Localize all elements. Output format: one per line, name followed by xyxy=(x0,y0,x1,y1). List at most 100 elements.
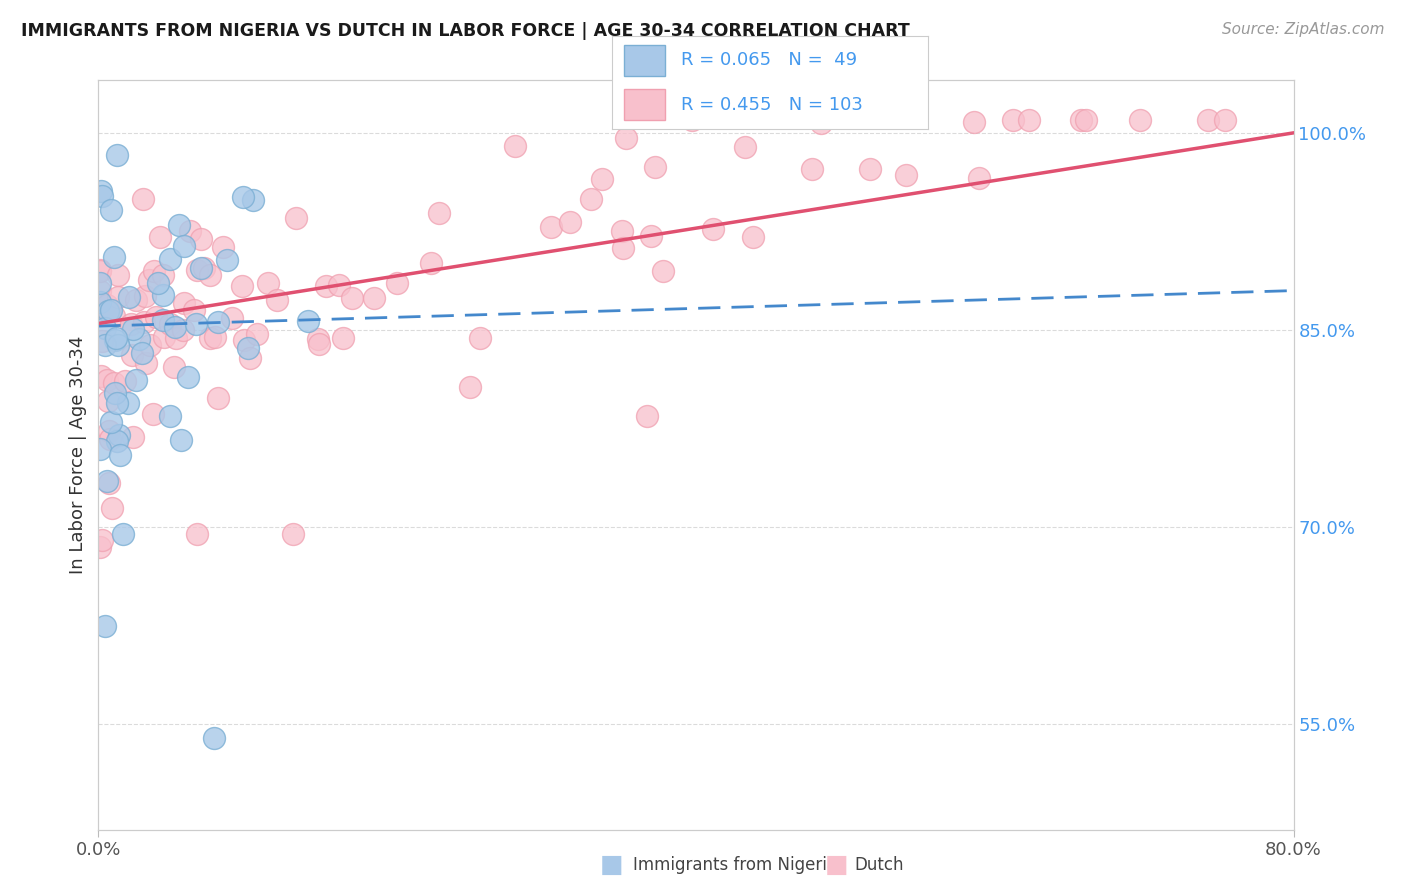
Point xyxy=(96,298,118,312)
Point xyxy=(104,333,127,347)
Point xyxy=(186,263,208,277)
Point xyxy=(190,261,212,276)
Point xyxy=(246,327,269,342)
Point xyxy=(612,241,634,255)
Point xyxy=(138,338,160,352)
Point xyxy=(159,409,181,423)
Point xyxy=(98,424,121,438)
Point xyxy=(100,500,122,515)
Point xyxy=(138,273,160,287)
Point xyxy=(132,192,155,206)
Point xyxy=(558,215,581,229)
Point xyxy=(232,189,254,203)
Point xyxy=(152,329,174,343)
Text: Source: ZipAtlas.com: Source: ZipAtlas.com xyxy=(1222,22,1385,37)
Point xyxy=(100,202,122,217)
Point xyxy=(97,394,120,409)
Point xyxy=(90,307,112,321)
Point xyxy=(143,264,166,278)
Point xyxy=(163,360,186,375)
Point xyxy=(202,731,225,745)
Point xyxy=(242,194,264,208)
Point xyxy=(734,140,756,154)
Point xyxy=(266,293,288,307)
Point xyxy=(1129,112,1152,127)
Point xyxy=(963,115,986,129)
Point xyxy=(173,296,195,310)
Point xyxy=(89,294,111,309)
Point xyxy=(108,428,131,442)
Point xyxy=(652,263,675,277)
Point xyxy=(97,304,120,318)
Point xyxy=(308,337,330,351)
Point xyxy=(105,148,128,162)
Point xyxy=(103,376,125,390)
Point xyxy=(204,330,226,344)
Point xyxy=(193,261,215,276)
Point xyxy=(93,619,115,633)
Point xyxy=(177,370,200,384)
Point xyxy=(363,291,385,305)
Point xyxy=(540,219,562,234)
Point xyxy=(800,161,823,176)
Point xyxy=(1070,112,1092,127)
Point xyxy=(124,293,146,307)
Point xyxy=(579,192,602,206)
Point xyxy=(420,256,443,270)
Point xyxy=(969,171,991,186)
Point xyxy=(128,332,150,346)
Point xyxy=(165,331,187,345)
Point xyxy=(1213,112,1236,127)
Point xyxy=(89,442,111,457)
Point xyxy=(107,290,129,304)
Point xyxy=(98,432,121,446)
Point xyxy=(152,268,174,282)
Point xyxy=(681,112,703,127)
Point xyxy=(118,290,141,304)
Point xyxy=(96,474,118,488)
Point xyxy=(385,276,408,290)
Text: R = 0.065   N =  49: R = 0.065 N = 49 xyxy=(682,52,858,70)
Point xyxy=(614,131,637,145)
Text: IMMIGRANTS FROM NIGERIA VS DUTCH IN LABOR FORCE | AGE 30-34 CORRELATION CHART: IMMIGRANTS FROM NIGERIA VS DUTCH IN LABO… xyxy=(21,22,910,40)
Point xyxy=(896,168,918,182)
Point xyxy=(91,189,114,203)
Point xyxy=(89,276,111,290)
Point xyxy=(103,250,125,264)
Point xyxy=(221,311,243,326)
Point xyxy=(1018,112,1040,127)
Point xyxy=(117,395,139,409)
Point xyxy=(100,415,122,429)
Point xyxy=(100,303,122,318)
Point xyxy=(135,356,157,370)
Point xyxy=(215,252,238,267)
Point xyxy=(186,526,208,541)
Point xyxy=(207,391,229,405)
Point xyxy=(640,229,662,244)
Point xyxy=(179,224,201,238)
Point xyxy=(96,373,118,387)
Point xyxy=(114,374,136,388)
Point xyxy=(610,224,633,238)
Point xyxy=(183,302,205,317)
Point xyxy=(90,368,112,383)
Point xyxy=(159,252,181,267)
Point xyxy=(98,476,121,491)
Point xyxy=(308,333,330,347)
Point xyxy=(159,317,181,331)
Point xyxy=(89,263,111,277)
Point xyxy=(470,331,492,345)
Point xyxy=(702,222,724,236)
Point xyxy=(427,206,450,220)
Point xyxy=(810,116,832,130)
Point xyxy=(332,331,354,345)
Point xyxy=(859,162,882,177)
Point xyxy=(134,288,156,302)
Point xyxy=(89,264,111,278)
Point xyxy=(1074,112,1097,127)
Point xyxy=(91,533,114,548)
Point xyxy=(90,184,112,198)
Point xyxy=(173,239,195,253)
Point xyxy=(94,338,117,352)
Point xyxy=(257,276,280,290)
